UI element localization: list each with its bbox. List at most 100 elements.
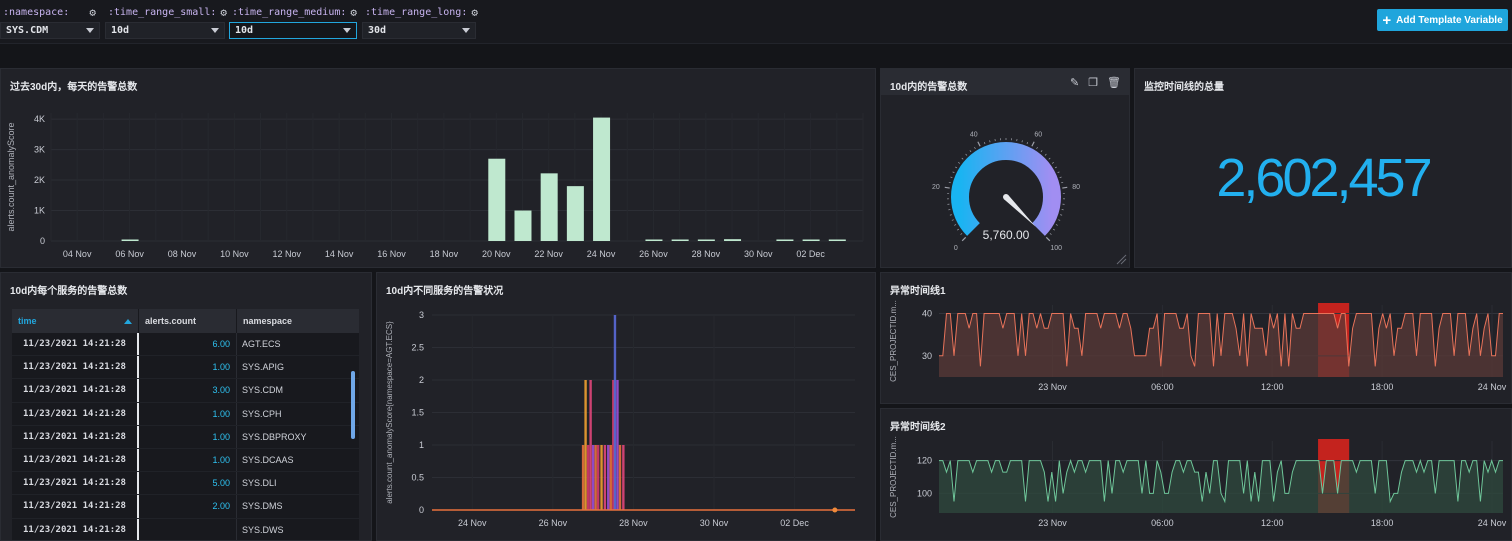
y-axis-label: CES_PROJECTID.m... [889, 300, 898, 382]
bar[interactable] [613, 315, 617, 510]
cell-service-status[interactable]: 10d内不同服务的告警状况 0 0.5 1 1.5 2 2.5 3 24 Nov 26 Nov 2… [376, 272, 876, 541]
bar[interactable] [622, 445, 625, 510]
gear-icon[interactable]: ⚙ [89, 5, 96, 19]
bar[interactable] [645, 239, 663, 242]
bar[interactable] [596, 445, 600, 510]
add-template-variable-button[interactable]: + Add Template Variable [1377, 9, 1508, 31]
cell-alerts-10d[interactable]: 10d内的告警总数 ✎ ❐ 🗑 0 20 40 60 80 100 5,760.00 [880, 68, 1130, 268]
bar[interactable] [618, 445, 622, 510]
template-var-time-range-medium: :time_range_medium: ⚙ 10d [229, 4, 357, 39]
column-header-time[interactable]: time [12, 309, 139, 333]
y-tick-label: 100 [917, 488, 932, 498]
bar[interactable] [828, 239, 846, 242]
anomaly-1-chart: 30 40 23 Nov 06:00 12:00 18:00 24 Nov CES_PROJE… [889, 300, 1507, 392]
bar[interactable] [802, 239, 820, 242]
gauge-tick [1051, 162, 1054, 164]
gauge-tick [1045, 236, 1051, 242]
table-row[interactable]: 11/23/2021 14:21:28 5.00 SYS.DLI [12, 472, 359, 496]
bar[interactable] [540, 173, 558, 241]
gauge-tick [1049, 233, 1052, 235]
gear-icon[interactable]: ⚙ [220, 5, 227, 19]
bar[interactable] [591, 445, 595, 510]
table-row[interactable]: 11/23/2021 14:21:28 1.00 SYS.CPH [12, 402, 359, 426]
gear-icon[interactable]: ⚙ [350, 5, 358, 19]
time-range-small-select[interactable]: 10d [105, 22, 225, 39]
column-header-namespace[interactable]: namespace [237, 309, 347, 333]
add-template-variable-label: Add Template Variable [1396, 14, 1503, 26]
select-value: 10d [111, 25, 130, 36]
copy-icon[interactable]: ❐ [1088, 77, 1099, 89]
bar[interactable] [671, 239, 689, 242]
table-row[interactable]: 11/23/2021 14:21:28 1.00 SYS.APIG [12, 356, 359, 380]
gear-icon[interactable]: ⚙ [471, 5, 478, 19]
trash-icon[interactable]: 🗑 [1107, 77, 1121, 89]
bar[interactable] [514, 210, 532, 241]
table-cell-time: 11/23/2021 14:21:28 [12, 333, 139, 356]
y-tick-label: 40 [922, 308, 932, 318]
cell-toolbar: ✎ ❐ 🗑 [1070, 76, 1121, 89]
bar[interactable] [697, 239, 715, 242]
bar[interactable] [609, 445, 612, 510]
series-area [939, 460, 1503, 513]
gauge-tick [1048, 157, 1051, 160]
gauge-tick [944, 186, 950, 189]
chevron-down-icon [86, 28, 94, 33]
bar[interactable] [600, 445, 603, 510]
x-tick-label: 04 Nov [63, 249, 92, 259]
cell-daily-alerts[interactable]: 过去30d内，每天的告警总数 0 1K 2K 3K 4K 04 Nov 06 Nov 08 N… [0, 68, 876, 268]
gauge-arc [951, 142, 1061, 236]
bar[interactable] [589, 380, 592, 510]
bar[interactable] [603, 445, 607, 510]
x-tick-label: 22 Nov [534, 249, 563, 259]
bar[interactable] [607, 445, 610, 510]
cell-anomaly-1[interactable]: 异常时间线1 30 40 23 Nov 06:00 12:00 18:00 24 Nov CE… [880, 272, 1512, 404]
cell-service-table[interactable]: 10d内每个服务的告警总数 time alerts.count namespac… [0, 272, 372, 541]
x-tick-label: 06:00 [1151, 382, 1174, 392]
gauge-tick [974, 146, 976, 150]
y-tick-label: 1K [34, 206, 45, 216]
bar[interactable] [594, 445, 597, 510]
cell-title: 异常时间线1 [890, 286, 946, 297]
x-tick-label: 06:00 [1151, 518, 1174, 528]
bar[interactable] [566, 186, 584, 241]
gauge-tick-label: 60 [1034, 132, 1042, 139]
gauge-tick-label: 0 [954, 245, 958, 252]
column-header-alerts-count[interactable]: alerts.count [139, 309, 237, 333]
table-scrollbar[interactable] [351, 371, 355, 439]
bar[interactable] [586, 445, 590, 510]
cell-anomaly-2[interactable]: 异常时间线2 100 120 23 Nov 06:00 12:00 18:00 24 Nov… [880, 408, 1512, 541]
bar[interactable] [581, 445, 585, 510]
bar[interactable] [612, 380, 615, 510]
namespace-select[interactable]: SYS.CDM [0, 22, 100, 39]
y-tick-label: 120 [917, 456, 932, 466]
table-row[interactable]: 11/23/2021 14:21:28 1.00 SYS.DCAAS [12, 448, 359, 473]
table-row[interactable]: 11/23/2021 14:21:28 6.00 AGT.ECS [12, 333, 359, 357]
bar[interactable] [616, 380, 619, 510]
bar[interactable] [776, 239, 794, 242]
x-tick-label: 12:00 [1261, 518, 1284, 528]
series-line[interactable] [939, 313, 1503, 367]
series-line[interactable] [939, 458, 1503, 504]
gauge-tick [961, 236, 967, 242]
table-row[interactable]: 11/23/2021 14:21:28 3.00 SYS.CDM [12, 379, 359, 403]
x-tick-label: 18 Nov [430, 249, 459, 259]
bar[interactable] [584, 380, 587, 510]
bar[interactable] [593, 117, 611, 241]
bar[interactable] [488, 158, 506, 241]
table-cell-namespace: SYS.DBPROXY [242, 431, 307, 442]
table-row[interactable]: 11/23/2021 14:21:28 SYS.DWS [12, 518, 359, 540]
resize-handle-icon[interactable] [1115, 253, 1127, 265]
cell-title: 监控时间线的总量 [1144, 82, 1224, 93]
gauge-tick [960, 233, 963, 235]
table-row[interactable]: 11/23/2021 14:21:28 1.00 SYS.DBPROXY [12, 425, 359, 449]
table-row[interactable]: 11/23/2021 14:21:28 2.00 SYS.DMS [12, 495, 359, 519]
table-cell-time: 11/23/2021 14:21:28 [12, 495, 139, 518]
gauge-tick [989, 140, 991, 143]
cell-monitor-total[interactable]: 监控时间线的总量 2,602,457 [1134, 68, 1512, 268]
time-range-long-select[interactable]: 30d [362, 22, 476, 39]
time-range-medium-select[interactable]: 10d [229, 22, 357, 39]
bar[interactable] [724, 239, 742, 241]
pencil-icon[interactable]: ✎ [1069, 77, 1080, 89]
bar[interactable] [121, 239, 139, 242]
select-value: 10d [235, 25, 254, 36]
